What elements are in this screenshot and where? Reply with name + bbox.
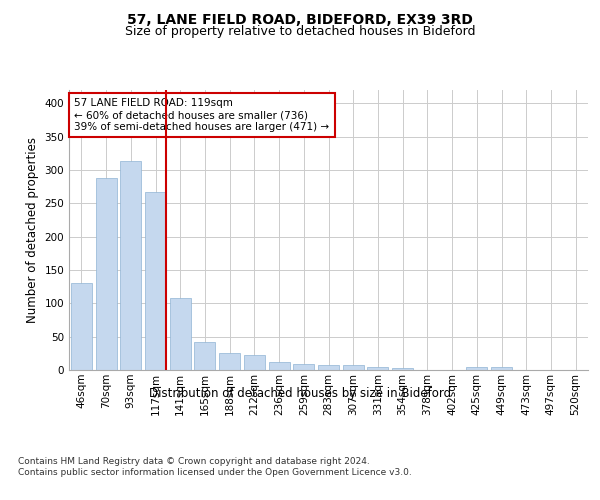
- Bar: [466, 366, 487, 370]
- Text: 57 LANE FIELD ROAD: 119sqm
← 60% of detached houses are smaller (736)
39% of sem: 57 LANE FIELD ROAD: 119sqm ← 60% of deta…: [74, 98, 329, 132]
- Bar: [318, 364, 339, 370]
- Bar: [71, 282, 92, 370]
- Text: Contains HM Land Registry data © Crown copyright and database right 2024.
Contai: Contains HM Land Registry data © Crown c…: [18, 458, 412, 477]
- Bar: [367, 368, 388, 370]
- Text: Size of property relative to detached houses in Bideford: Size of property relative to detached ho…: [125, 25, 475, 38]
- Bar: [491, 366, 512, 370]
- Bar: [343, 364, 364, 370]
- Bar: [219, 352, 240, 370]
- Y-axis label: Number of detached properties: Number of detached properties: [26, 137, 39, 323]
- Bar: [170, 298, 191, 370]
- Bar: [145, 192, 166, 370]
- Bar: [95, 178, 116, 370]
- Bar: [244, 354, 265, 370]
- Bar: [293, 364, 314, 370]
- Text: Distribution of detached houses by size in Bideford: Distribution of detached houses by size …: [149, 388, 451, 400]
- Bar: [392, 368, 413, 370]
- Text: 57, LANE FIELD ROAD, BIDEFORD, EX39 3RD: 57, LANE FIELD ROAD, BIDEFORD, EX39 3RD: [127, 12, 473, 26]
- Bar: [194, 342, 215, 370]
- Bar: [269, 362, 290, 370]
- Bar: [120, 162, 141, 370]
